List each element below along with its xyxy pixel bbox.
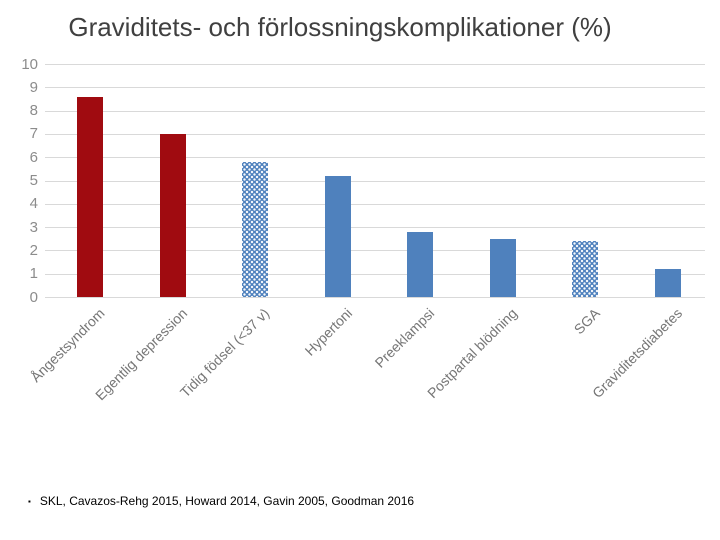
x-axis-label: Tidig födsel (<37 v): [177, 305, 273, 401]
source-text: SKL, Cavazos-Rehg 2015, Howard 2014, Gav…: [39, 494, 415, 508]
bar: [654, 269, 681, 297]
x-axis-label: SGA: [570, 305, 603, 338]
bar: [77, 96, 104, 297]
y-axis-tick-label: 1: [29, 265, 38, 283]
gridline: [45, 157, 705, 159]
bar: [324, 175, 351, 297]
chart-title: Graviditets- och förlossningskomplikatio…: [68, 12, 612, 42]
bar: [572, 241, 599, 297]
y-axis-tick-label: 8: [29, 102, 38, 120]
y-axis-tick-label: 3: [29, 218, 38, 236]
y-axis-tick-label: 9: [29, 78, 38, 96]
y-axis-tick-label: 0: [29, 288, 38, 306]
source-note: ▪ SKL, Cavazos-Rehg 2015, Howard 2014, G…: [28, 494, 414, 508]
y-axis-tick-label: 2: [29, 241, 38, 259]
y-axis-tick-label: 4: [29, 195, 38, 213]
y-axis-tick-label: 6: [29, 148, 38, 166]
gridline: [45, 180, 705, 182]
x-axis-label: Ångestsyndrom: [27, 305, 108, 386]
gridline: [45, 250, 705, 252]
x-axis-label: Preeklampsi: [371, 305, 438, 371]
y-axis-tick-label: 5: [29, 172, 38, 189]
x-axis-label: Postpartal blödning: [423, 305, 521, 402]
gridline: [45, 110, 705, 112]
x-axis-label: Graviditetsdiabetes: [588, 305, 686, 402]
x-axis-label: Hypertoni: [301, 305, 356, 359]
bar: [159, 133, 186, 297]
gridline: [45, 297, 705, 298]
bullet-icon: ▪: [28, 496, 31, 506]
bar: [489, 238, 516, 298]
bar: [242, 161, 269, 297]
gridline: [45, 64, 705, 65]
y-axis-tick-label: 10: [21, 55, 38, 73]
gridline: [45, 87, 705, 89]
gridline: [45, 133, 705, 135]
gridline: [45, 227, 705, 229]
gridline: [45, 203, 705, 205]
gridline: [45, 273, 705, 275]
bar-chart: 0 1 2 3 4 5 6 7 8 9 10 Ångestsyndrom Egentlig depres…: [21, 55, 705, 404]
x-axis-label: Egentlig depression: [91, 305, 191, 404]
y-axis-tick-label: 7: [29, 125, 38, 143]
bar: [407, 231, 434, 297]
